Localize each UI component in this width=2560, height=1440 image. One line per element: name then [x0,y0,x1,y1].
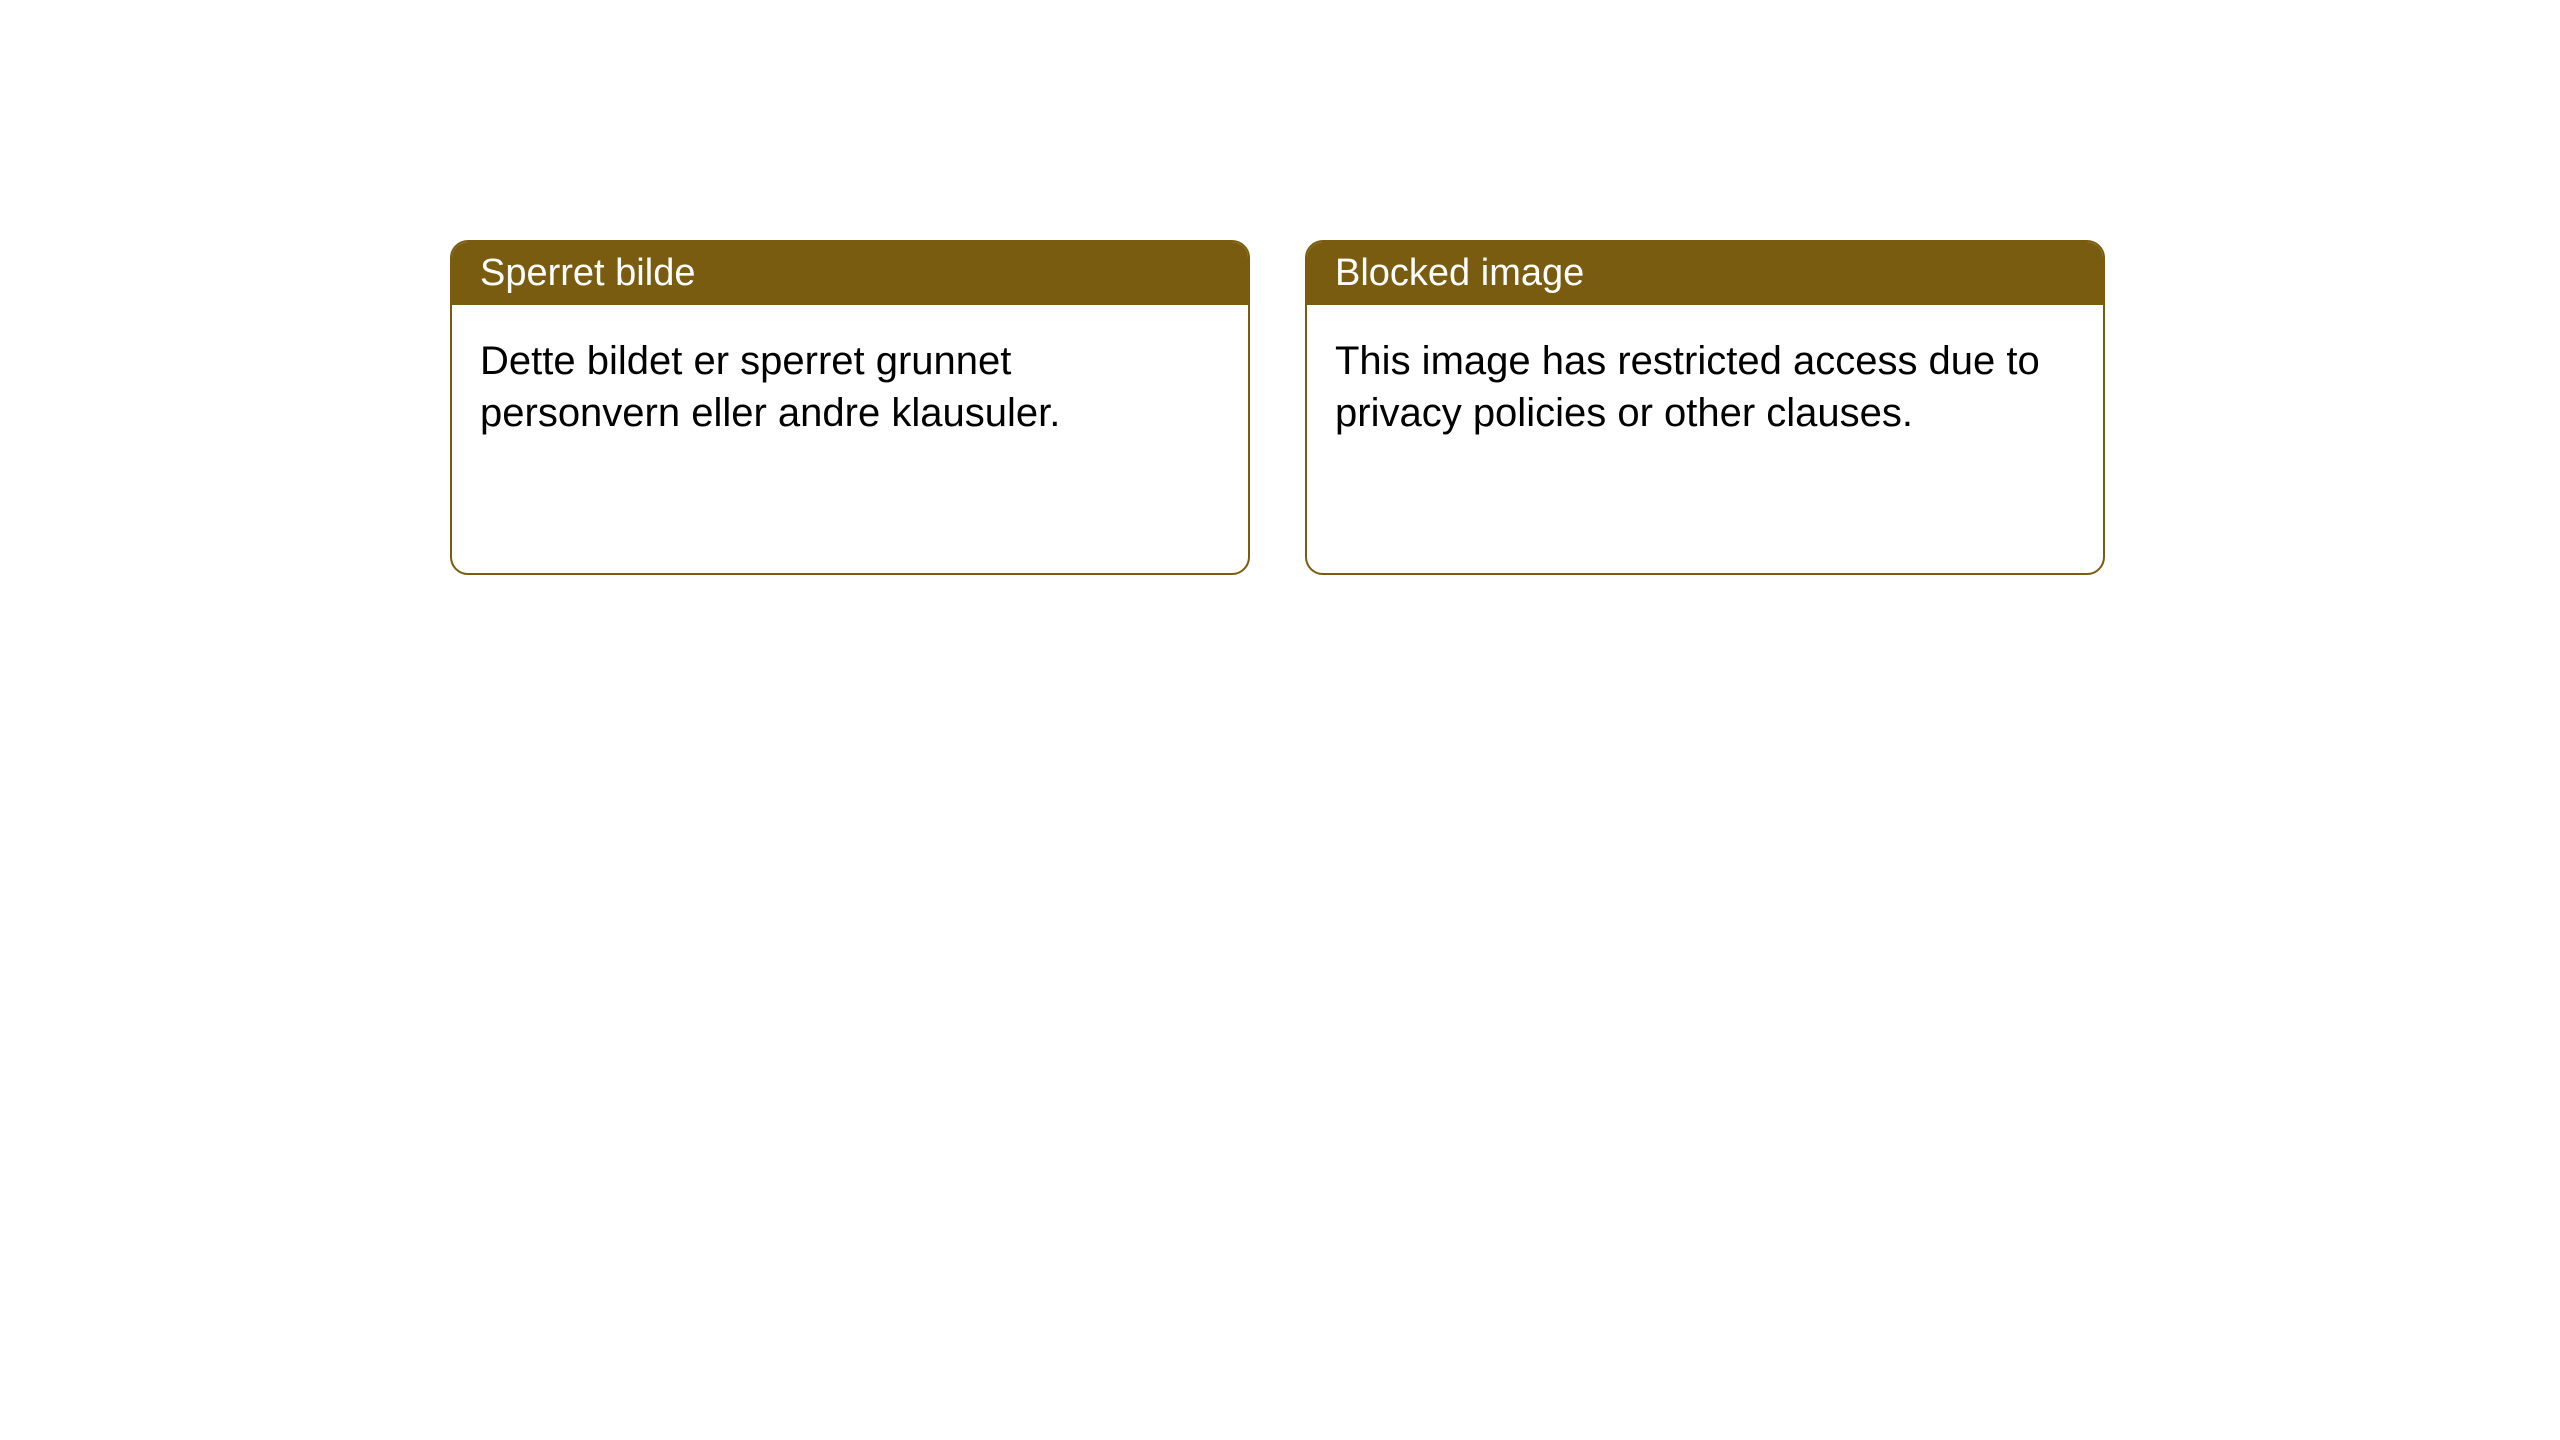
notice-body: This image has restricted access due to … [1307,305,2103,469]
notice-card-norwegian: Sperret bilde Dette bildet er sperret gr… [450,240,1250,575]
notice-container: Sperret bilde Dette bildet er sperret gr… [0,0,2560,575]
notice-header: Sperret bilde [452,242,1248,305]
notice-card-english: Blocked image This image has restricted … [1305,240,2105,575]
notice-body: Dette bildet er sperret grunnet personve… [452,305,1248,469]
notice-header: Blocked image [1307,242,2103,305]
